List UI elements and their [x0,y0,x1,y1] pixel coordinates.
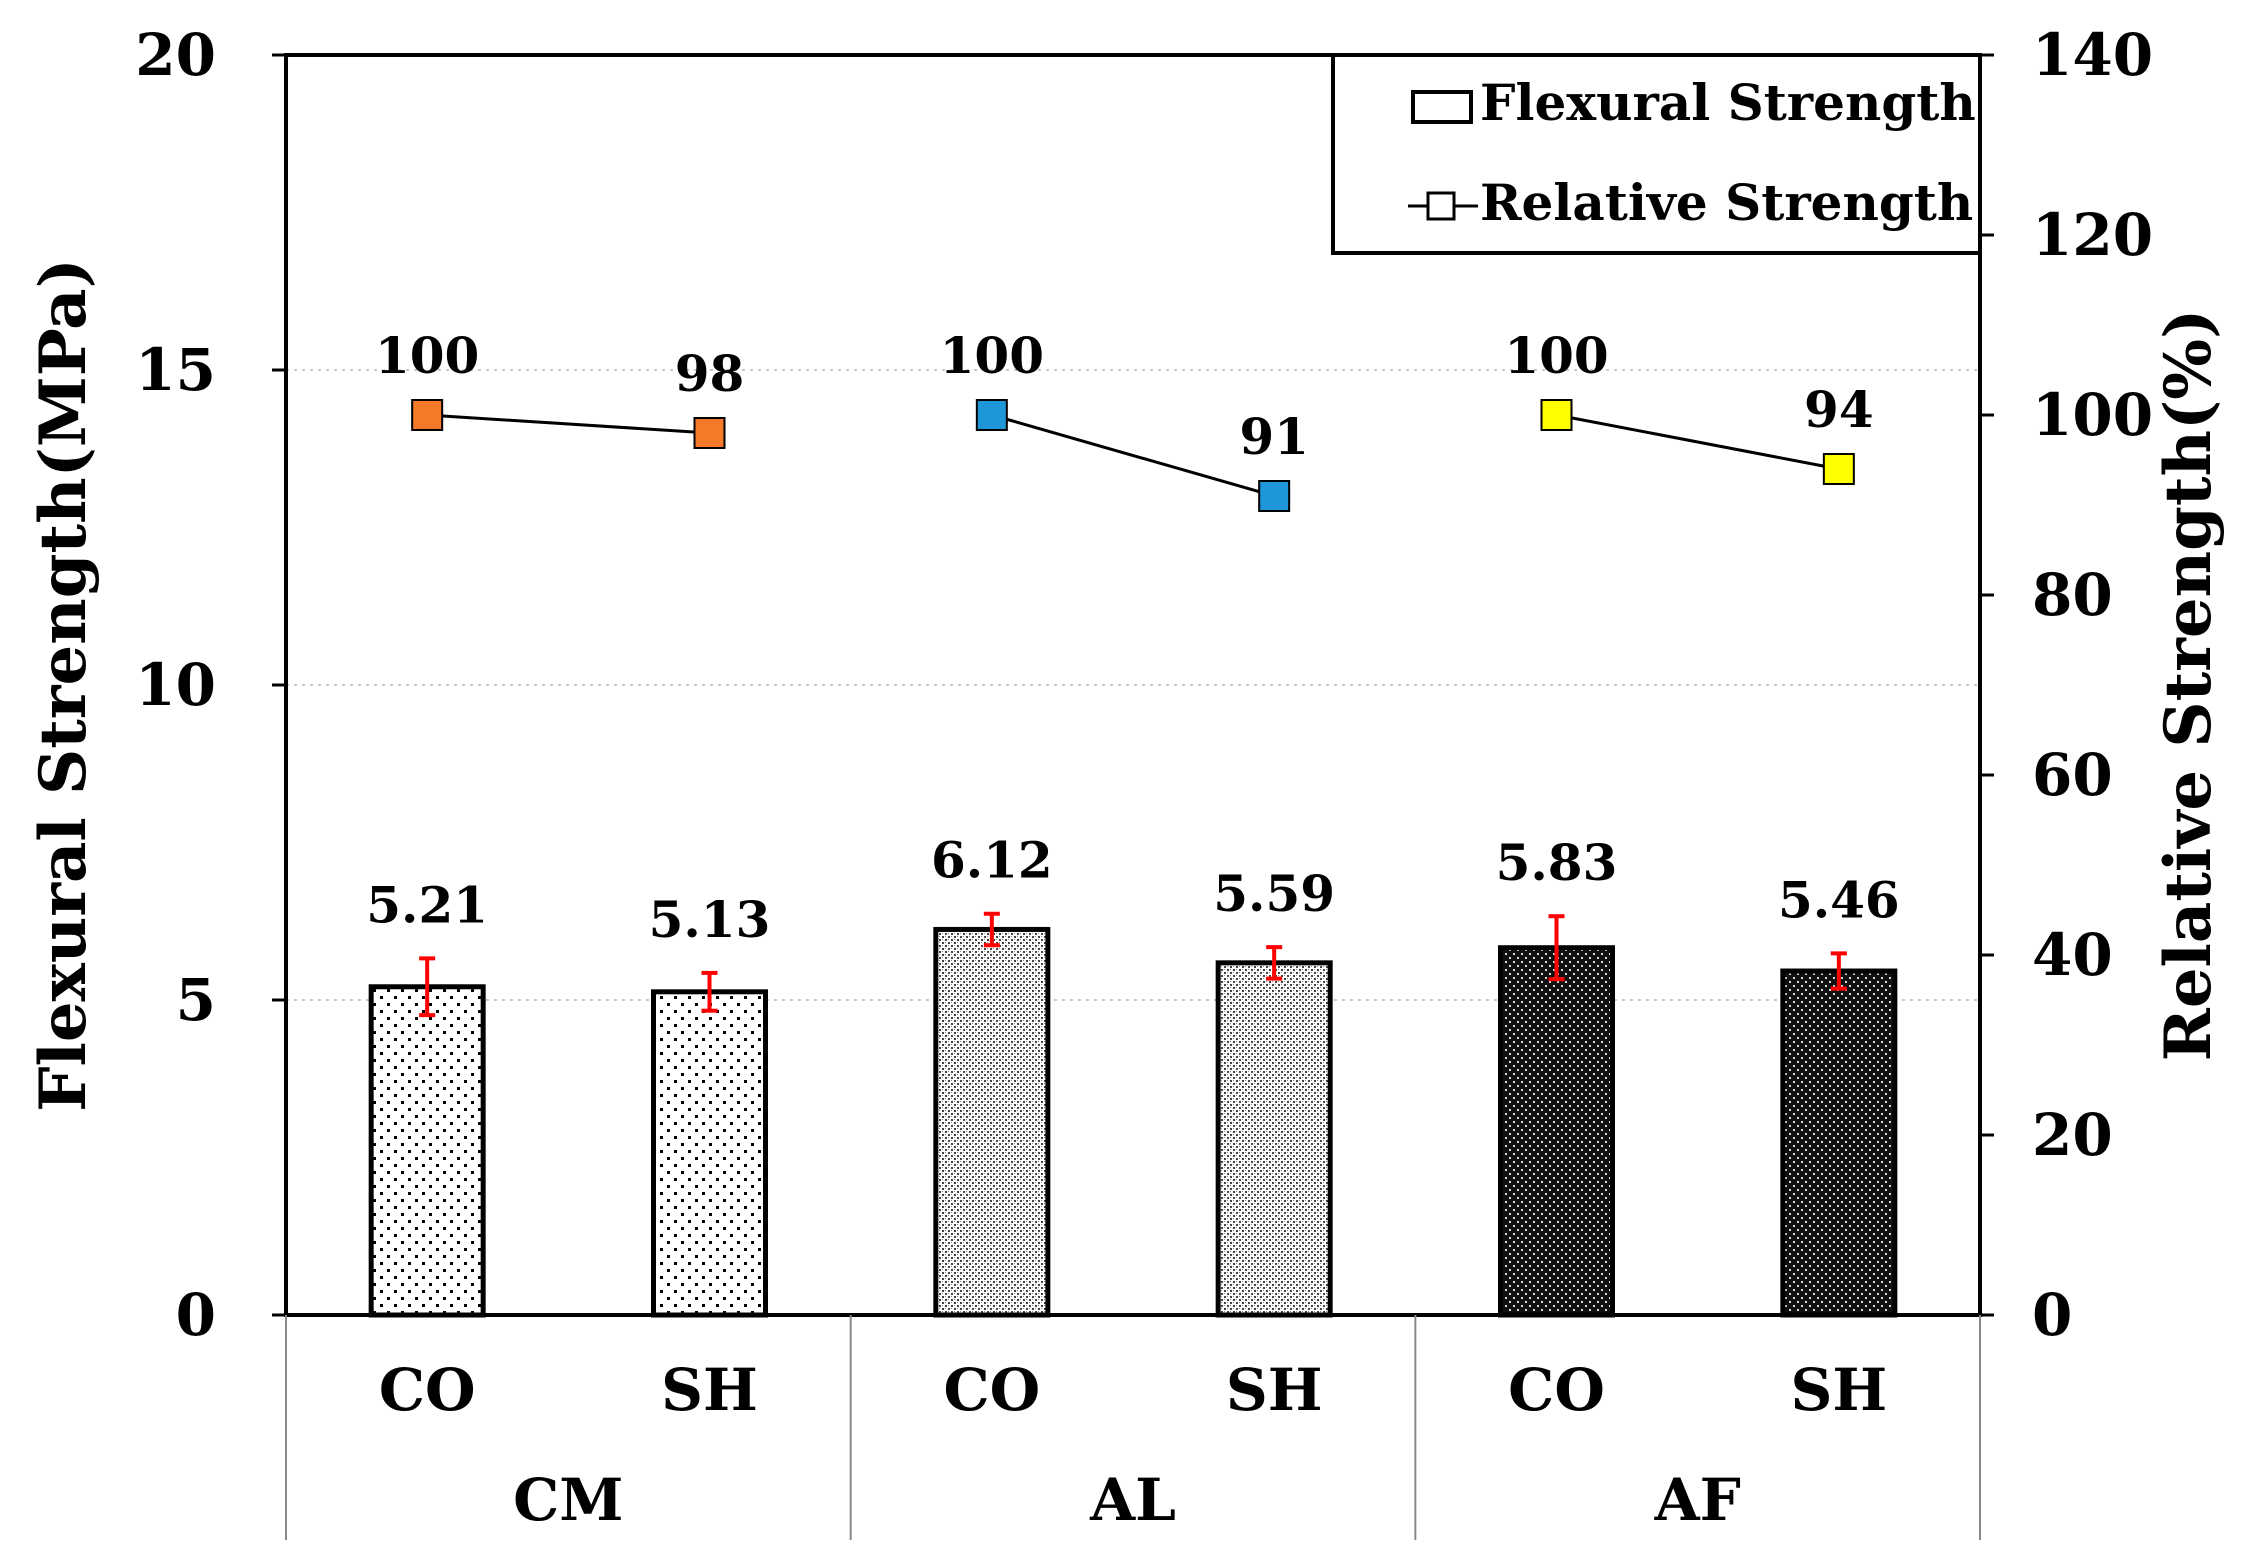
relative-strength-marker [1824,454,1854,484]
group-label: AF [1654,1466,1741,1534]
bar-value-label: 5.21 [366,875,488,934]
relative-strength-marker [1542,400,1572,430]
category-label: SH [1790,1356,1887,1424]
left-tick-label: 5 [176,966,216,1034]
relative-strength-line [1557,415,1839,469]
right-tick-label: 140 [2032,21,2153,89]
bar-value-label: 6.12 [931,831,1053,890]
left-axis-title: Flexural Strength(MPa) [26,258,101,1112]
legend-marker-swatch [1428,193,1454,219]
relative-value-label: 100 [375,326,479,385]
flexural-bar [936,929,1048,1315]
relative-strength-series [412,400,1854,511]
category-label: SH [661,1356,758,1424]
relative-strength-marker [412,400,442,430]
legend-bar-swatch [1413,92,1471,122]
legend-label-flexural: Flexural Strength [1480,73,1976,132]
right-tick-label: 20 [2032,1101,2113,1169]
flexural-strength-chart: 5.21 5.136.125.595.835.46100 98 1009110094 … [0,0,2253,1566]
category-axis: CO SH CO SH CO SH CM AL AF [286,1315,1980,1540]
bar-value-label: 5.83 [1496,833,1618,892]
right-axis-title: Relative Strength(%) [2151,309,2226,1062]
category-label: SH [1226,1356,1323,1424]
left-axis-ticks: 0 5 10 15 20 [135,21,286,1349]
group-label: AL [1089,1466,1176,1534]
relative-strength-marker [695,418,725,448]
relative-value-label: 100 [940,326,1044,385]
flexural-bar [371,987,483,1315]
data-labels-group: 5.21 5.13 6.12 5.59 5.83 5.46 100 98 100 91 100 94 [366,326,1899,949]
relative-value-label: 94 [1804,380,1874,439]
left-tick-label: 20 [135,21,216,89]
category-label: CO [379,1356,476,1424]
group-label: CM [513,1466,623,1534]
bar-value-label: 5.59 [1213,864,1335,923]
legend: Flexural Strength Relative Strength [1333,55,1980,253]
category-label: CO [943,1356,1040,1424]
left-tick-label: 0 [176,1281,216,1349]
flexural-bar [654,992,766,1315]
right-tick-label: 0 [2032,1281,2072,1349]
legend-label-relative: Relative Strength [1480,173,1973,232]
relative-strength-line [427,415,709,433]
relative-value-label: 100 [1504,326,1608,385]
flexural-bar [1783,971,1895,1315]
right-tick-label: 80 [2032,561,2113,629]
right-tick-label: 60 [2032,741,2113,809]
flexural-bar [1501,948,1613,1315]
right-tick-label: 120 [2032,201,2153,269]
right-axis-ticks: 0 20 40 60 80 100 120 140 [1980,21,2153,1349]
left-tick-label: 15 [135,336,216,404]
category-label: CO [1508,1356,1605,1424]
relative-strength-line [992,415,1274,496]
gridlines [286,370,1980,1000]
left-tick-label: 10 [135,651,216,719]
flexural-bar [1218,963,1330,1315]
bar-value-label: 5.13 [649,890,771,949]
bar-value-label: 5.46 [1778,870,1900,929]
right-tick-label: 100 [2032,381,2153,449]
right-tick-label: 40 [2032,921,2113,989]
relative-value-label: 98 [675,344,745,403]
relative-strength-marker [1259,481,1289,511]
relative-value-label: 91 [1239,407,1309,466]
relative-strength-marker [977,400,1007,430]
bars-group [371,929,1895,1315]
